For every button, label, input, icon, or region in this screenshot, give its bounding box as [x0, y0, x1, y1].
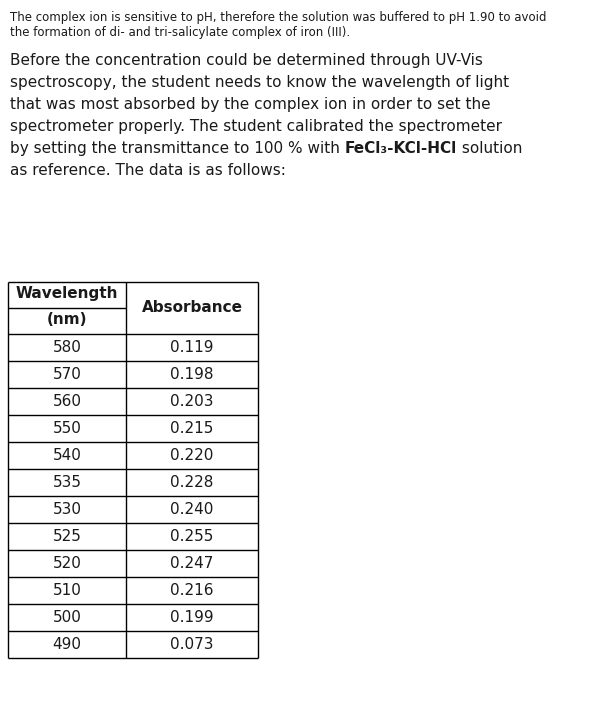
Text: 0.228: 0.228 [170, 475, 214, 490]
Text: 0.247: 0.247 [170, 556, 214, 571]
Text: 0.216: 0.216 [170, 583, 214, 598]
Text: as reference. The data is as follows:: as reference. The data is as follows: [10, 163, 286, 178]
Text: 510: 510 [53, 583, 82, 598]
Text: 535: 535 [53, 475, 82, 490]
Text: 520: 520 [53, 556, 82, 571]
Text: 0.199: 0.199 [170, 610, 214, 625]
Text: 580: 580 [53, 340, 82, 355]
Text: 0.240: 0.240 [170, 502, 214, 517]
Text: that was most absorbed by the complex ion in order to set the: that was most absorbed by the complex io… [10, 97, 491, 112]
Text: 490: 490 [53, 637, 82, 652]
Text: 0.220: 0.220 [170, 448, 214, 463]
Text: 500: 500 [53, 610, 82, 625]
Text: the formation of di- and tri-salicylate complex of iron (III).: the formation of di- and tri-salicylate … [10, 26, 350, 39]
Text: by setting the transmittance to 100 % with: by setting the transmittance to 100 % wi… [10, 141, 345, 156]
Text: Wavelength: Wavelength [16, 286, 118, 301]
Text: spectroscopy, the student needs to know the wavelength of light: spectroscopy, the student needs to know … [10, 75, 509, 90]
Text: 0.119: 0.119 [170, 340, 214, 355]
Text: 560: 560 [53, 394, 82, 409]
Text: 525: 525 [53, 529, 82, 544]
Text: 540: 540 [53, 448, 82, 463]
Text: spectrometer properly. The student calibrated the spectrometer: spectrometer properly. The student calib… [10, 119, 502, 134]
Text: (nm): (nm) [47, 312, 87, 327]
Text: 0.073: 0.073 [170, 637, 214, 652]
Text: 0.203: 0.203 [170, 394, 214, 409]
Text: 0.198: 0.198 [170, 367, 214, 382]
Text: Absorbance: Absorbance [142, 300, 242, 315]
Text: The complex ion is sensitive to pH, therefore the solution was buffered to pH 1.: The complex ion is sensitive to pH, ther… [10, 11, 547, 24]
Text: solution: solution [457, 141, 523, 156]
Text: 570: 570 [53, 367, 82, 382]
Text: 550: 550 [53, 421, 82, 436]
Text: 0.255: 0.255 [170, 529, 214, 544]
Text: FeCl₃-KCl-HCl: FeCl₃-KCl-HCl [345, 141, 457, 156]
Text: Before the concentration could be determined through UV-Vis: Before the concentration could be determ… [10, 53, 483, 68]
Text: 530: 530 [53, 502, 82, 517]
Text: 0.215: 0.215 [170, 421, 214, 436]
